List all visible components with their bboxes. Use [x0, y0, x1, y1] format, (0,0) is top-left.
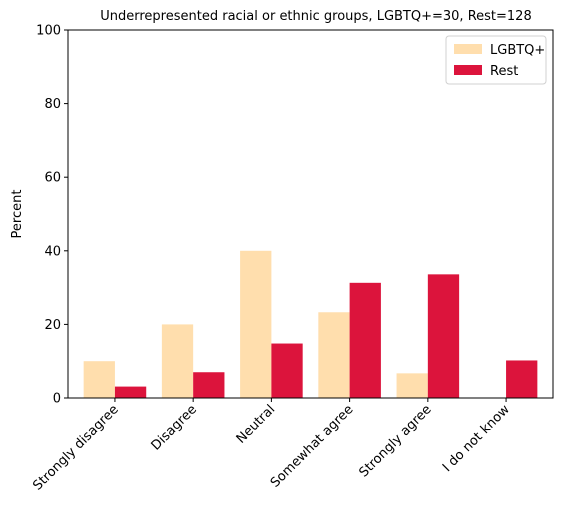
- bar-lgbtq-3: [318, 312, 350, 398]
- bar-lgbtq-1: [161, 324, 194, 398]
- chart-title: Underrepresented racial or ethnic groups…: [100, 9, 531, 24]
- legend: LGBTQ+ Rest: [445, 35, 547, 85]
- bar-rest-0: [114, 386, 147, 398]
- y-axis: 0 20 40 60 80 100: [36, 24, 68, 407]
- x-tick-label: Strongly disagree: [30, 402, 121, 493]
- y-axis-label: Percent: [10, 190, 25, 239]
- x-tick-label: Neutral: [234, 402, 279, 447]
- x-tick-label: Disagree: [149, 402, 200, 453]
- bar-rest-5: [506, 360, 538, 398]
- x-tick-label: Somewhat agree: [268, 402, 357, 491]
- bar-lgbtq-4: [396, 373, 428, 398]
- bar-rest-2: [271, 343, 303, 398]
- y-tick-label: 40: [44, 244, 61, 259]
- y-tick-label: 20: [44, 318, 61, 333]
- y-tick-label: 100: [36, 24, 61, 39]
- x-tick-label: Strongly agree: [356, 402, 434, 480]
- plot-area: [67, 29, 554, 399]
- x-axis: Strongly disagree Disagree NeutralSomewhat…: [30, 398, 513, 494]
- legend-swatch: [454, 65, 482, 75]
- bar-lgbtq-2: [240, 250, 272, 398]
- legend-label: LGBTQ+: [490, 43, 545, 58]
- y-tick-label: 0: [53, 392, 61, 407]
- legend-label: Rest: [490, 64, 518, 79]
- bar-rest-1: [193, 372, 225, 398]
- bar-lgbtq-0: [83, 361, 115, 398]
- x-tick-label: I do not know: [440, 402, 513, 475]
- bar-rest-3: [349, 282, 381, 398]
- y-tick-label: 60: [44, 171, 61, 186]
- bar-rest-4: [427, 274, 460, 398]
- plot-frame: [67, 29, 554, 399]
- legend-swatch: [454, 44, 482, 54]
- y-tick-label: 80: [44, 97, 61, 112]
